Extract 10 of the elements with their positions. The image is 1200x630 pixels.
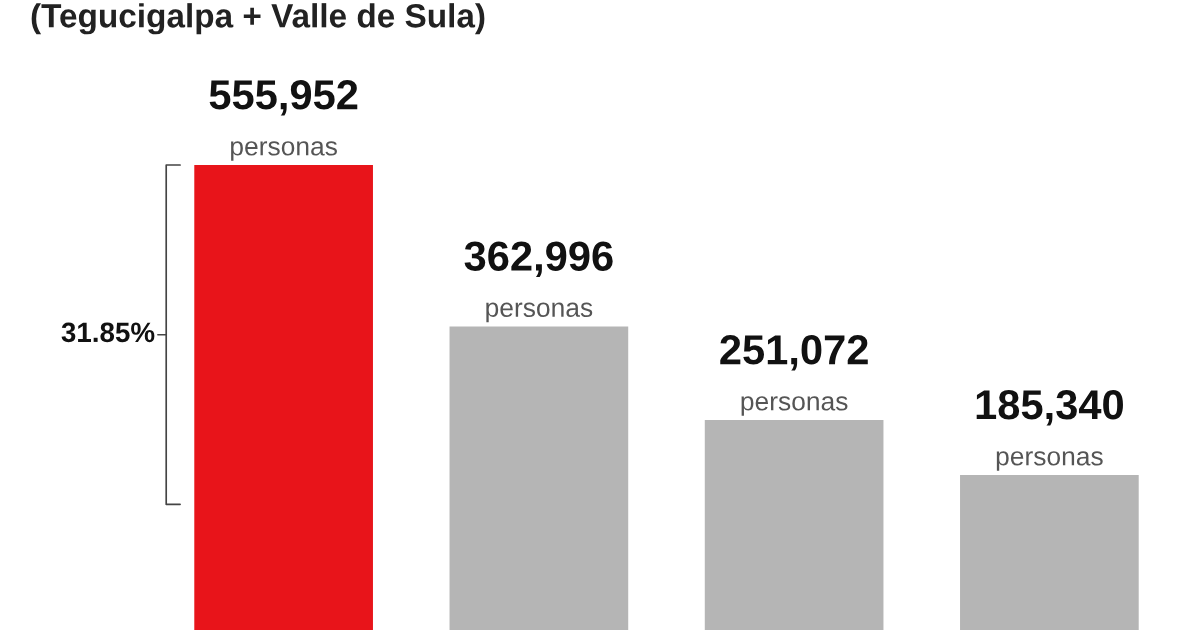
bar — [704, 420, 884, 630]
data-label: 362,996 personas — [464, 241, 613, 323]
data-label: 185,340 personas — [976, 390, 1123, 471]
bar — [960, 474, 1139, 630]
chart-title: (Tegucigalpa + Valle de Sula) — [31, 3, 485, 35]
bar — [449, 326, 629, 630]
data-label: 251,072 personas — [720, 335, 868, 416]
text: 31.85% — [61, 322, 155, 343]
data-label: 555,952 personas — [209, 80, 358, 161]
bar — [194, 165, 373, 630]
